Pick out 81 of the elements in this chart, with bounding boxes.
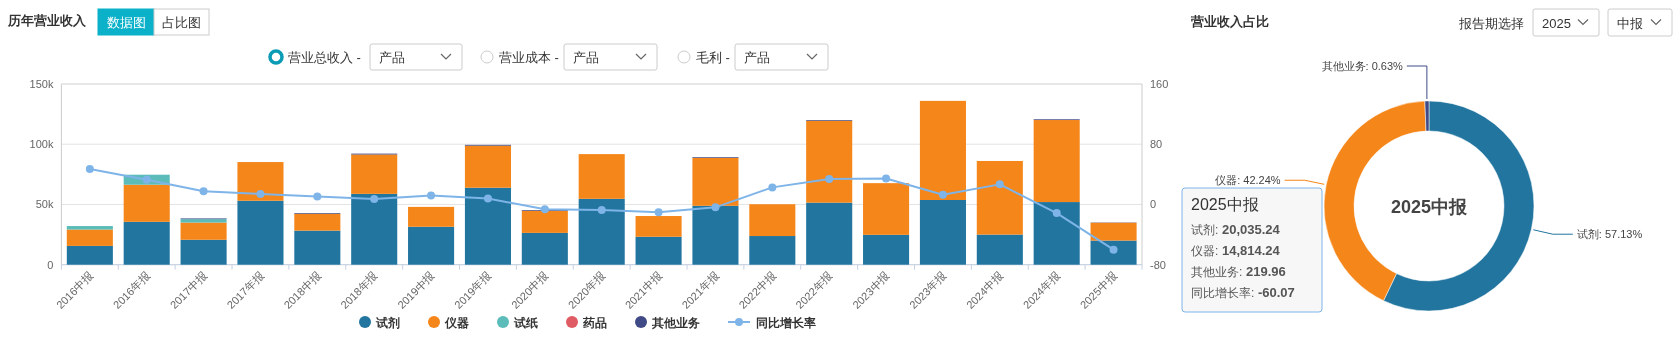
legend-label: 其他业务 [651,315,700,330]
y-tick-label: 100k [29,138,54,151]
controls: 数据图 占比图 营业总收入 - 产品 营业成本 - 产品 毛利 - 产品 [97,8,829,71]
chart-title: 历年营业收入 [7,13,87,28]
bar [408,226,455,265]
point [313,192,322,201]
y2-tick-label: 0 [1150,198,1157,211]
bar [692,157,739,206]
point [142,175,151,184]
point [825,174,834,183]
bar [123,221,170,265]
point [995,180,1004,189]
point [85,165,94,173]
point [597,205,606,214]
point [1109,245,1118,254]
point [199,187,208,196]
legend-label: 试纸 [513,315,538,330]
bar [66,226,113,230]
y-tick-label: 150k [29,78,54,90]
legend-label: 同比增长率 [756,315,816,330]
bar [123,184,170,222]
bar [1090,240,1137,265]
bar [1033,120,1080,203]
point [654,208,663,217]
point [370,194,379,203]
bar [294,213,341,231]
slice-label: 其他业务: 0.63% [1321,60,1404,72]
bar [521,210,568,233]
bar [578,154,625,199]
y2-tick-label: -80 [1150,258,1166,271]
bar [919,100,966,201]
bar [294,230,341,265]
point [483,194,492,203]
point [256,189,265,198]
legend-label: 仪器 [444,315,469,330]
chart-title: 营业收入占比 [1190,14,1269,29]
bar [521,232,568,265]
bar [1090,222,1137,241]
bar [408,206,455,227]
text: 2025中报 [1390,197,1469,217]
y-tick-label: 50k [35,198,54,211]
bar [635,216,682,237]
legend-label: 试剂 [375,315,400,330]
bar [749,236,796,265]
bar [180,239,227,265]
slice-label: 试剂: 57.13% [1576,228,1643,241]
legend-label: 药品 [582,315,607,330]
bar [976,160,1023,235]
bar [66,245,113,265]
point [427,191,436,200]
point [540,205,549,214]
slice-label: 仪器: 42.24% [1215,174,1281,187]
bar [464,187,511,265]
bar [578,198,625,265]
bar [351,193,398,265]
bar [635,236,682,265]
y-tick-label: 0 [47,258,54,271]
bar [919,200,966,265]
bar [351,154,398,194]
bar [863,234,910,265]
y2-tick-label: 160 [1150,78,1169,90]
point [882,174,891,183]
bar [237,200,284,265]
point [768,183,777,192]
bar [863,183,910,235]
bar [976,234,1023,265]
point [1052,209,1061,218]
bar [806,202,853,265]
point [938,190,947,199]
bar [806,120,853,203]
bar [180,222,227,240]
tooltip: 2025中报 试剂: 20,035.24 仪器: 14,814.24 其他业务: 219.96 同比增长率: -60.07 [1181,187,1323,313]
bar [464,145,511,188]
controls: 报告期选择 2025 中报 [1459,8,1673,37]
bar [692,205,739,265]
bar [237,162,284,201]
y2-tick-label: 80 [1150,138,1163,151]
bar [66,229,113,246]
point [711,203,720,212]
bar [749,204,796,237]
bar [1033,202,1080,265]
